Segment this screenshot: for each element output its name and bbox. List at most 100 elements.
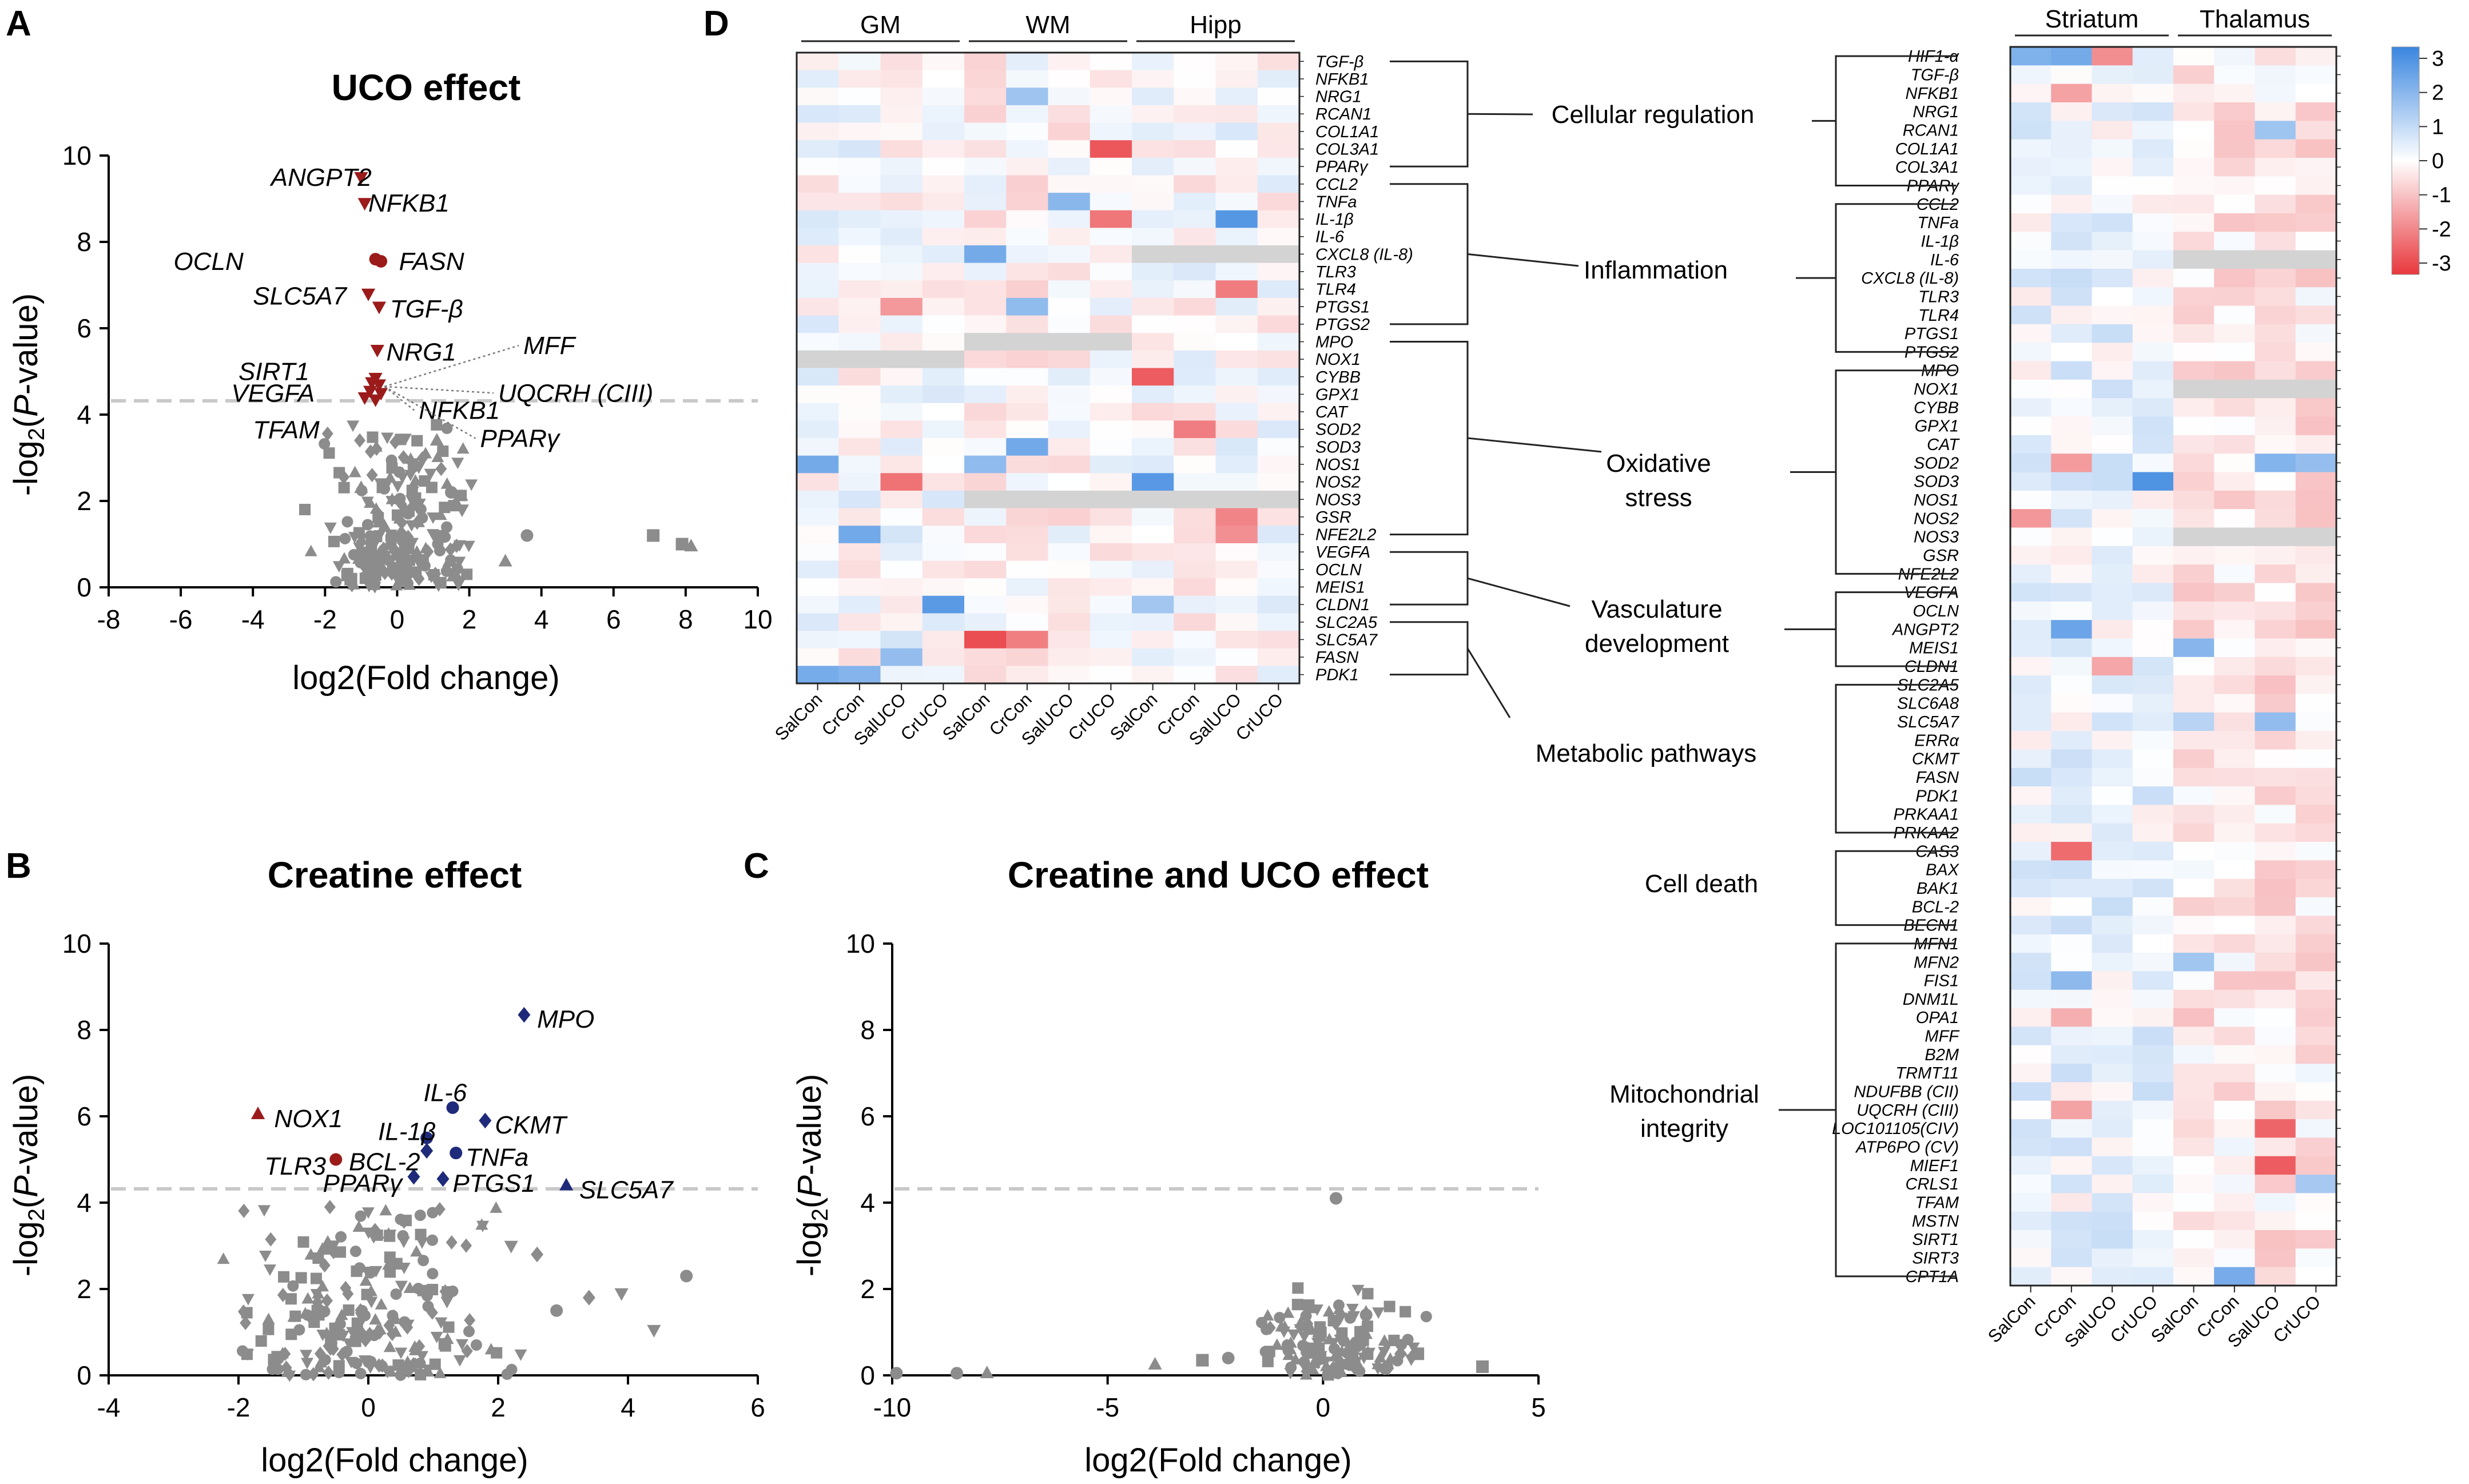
nonsignificant-point [361, 519, 373, 531]
nonsignificant-point [461, 1344, 473, 1359]
heatmap-cell [2214, 250, 2255, 269]
heatmap-cell [2092, 546, 2133, 565]
heatmap-cell [2173, 1193, 2214, 1212]
nonsignificant-point [368, 582, 381, 594]
nonsignificant-point [361, 1288, 373, 1300]
nonsignificant-point [455, 504, 470, 518]
heatmap-cell [1132, 490, 1174, 509]
heatmap-cell [2255, 546, 2296, 565]
category-connector [1466, 647, 1511, 718]
heatmap-cell [1215, 315, 1258, 333]
gene-row-label: TGF-β [1315, 53, 1363, 71]
heatmap-cell [2214, 139, 2255, 158]
heatmap-cell [1174, 368, 1216, 386]
gene-row-label: NFKB1 [1315, 70, 1369, 89]
heatmap-cell [797, 262, 839, 281]
heatmap-cell [2132, 823, 2174, 842]
heatmap-cell [2255, 934, 2296, 953]
nonsignificant-point [419, 475, 431, 487]
heatmap-cell [1132, 105, 1174, 124]
heatmap-cell [1215, 420, 1258, 439]
heatmap-cell [1132, 631, 1174, 649]
heatmap-cell [1215, 175, 1258, 193]
heatmap-cell [2092, 712, 2133, 731]
heatmap-cell [964, 175, 1007, 193]
heatmap-cell [2295, 287, 2337, 307]
gene-label: TFAM [253, 416, 320, 444]
nonsignificant-point [415, 1237, 428, 1249]
nonsignificant-point [268, 1354, 280, 1366]
nonsignificant-point [330, 576, 342, 588]
heatmap-cell [1174, 595, 1216, 614]
heatmap-cell [2214, 564, 2255, 584]
heatmap-cell [2214, 620, 2255, 639]
heatmap-cell [1090, 122, 1132, 141]
nonsignificant-point [263, 1264, 276, 1276]
nonsignificant-point [342, 1287, 354, 1302]
heatmap-cell [2295, 139, 2337, 158]
heatmap-cell [2173, 1137, 2214, 1157]
heatmap-cell [2132, 1193, 2174, 1212]
heatmap-cell [838, 193, 881, 211]
heatmap-cell [838, 526, 881, 544]
gene-label: FASN [399, 248, 464, 276]
heatmap-cell [2173, 1064, 2214, 1083]
heatmap-cell [1257, 560, 1300, 579]
heatmap-cell [2173, 878, 2214, 898]
heatmap-cell [2132, 379, 2174, 399]
heatmap-cell [2214, 213, 2255, 232]
nonsignificant-point [348, 466, 361, 478]
nonsignificant-point [333, 467, 345, 479]
heatmap-cell [2295, 1248, 2337, 1268]
gene-row-label: TNFa [1918, 214, 1959, 232]
heatmap-cell [1215, 368, 1258, 386]
heatmap-cell [2255, 83, 2296, 103]
heatmap-cell [797, 368, 839, 386]
heatmap-cell [2295, 1175, 2337, 1193]
heatmap-cell [880, 193, 923, 211]
heatmap-cell [797, 87, 839, 106]
nonsignificant-point [419, 447, 432, 459]
nonsignificant-point [440, 1296, 454, 1308]
heatmap-cell [2255, 416, 2296, 436]
heatmap-cell [1257, 578, 1300, 596]
gene-row-label: CAT [1315, 403, 1349, 421]
y-tick-label: 0 [77, 1360, 92, 1390]
nonsignificant-point [405, 495, 418, 507]
nonsignificant-point [445, 554, 457, 566]
nonsignificant-point [385, 534, 397, 546]
nonsignificant-point [448, 500, 460, 512]
heatmap-cell [1048, 175, 1091, 193]
gene-row-label: TLR3 [1918, 288, 1959, 306]
heatmap-cell [1132, 210, 1174, 228]
nonsignificant-point [396, 576, 408, 588]
heatmap-cell [1174, 297, 1216, 316]
heatmap-cell [2010, 1045, 2051, 1064]
heatmap-cell [838, 53, 881, 71]
heatmap-cell [838, 385, 881, 404]
heatmap-cell [2092, 916, 2133, 935]
heatmap-cell [964, 648, 1007, 666]
heatmap-cell [1174, 333, 1216, 351]
heatmap-cell [1090, 368, 1132, 386]
heatmap-cell [2295, 1064, 2337, 1083]
heatmap-cell [2173, 1027, 2214, 1046]
heatmap-cell [922, 403, 965, 421]
heatmap-cell [2051, 453, 2092, 473]
gene-row-label: TLR3 [1315, 263, 1356, 281]
nonsignificant-point [378, 519, 391, 531]
category-bracket [1390, 341, 1469, 536]
heatmap-cell [2092, 102, 2133, 121]
x-tick-label: -10 [873, 1393, 911, 1422]
heatmap-cell [2295, 102, 2337, 121]
heatmap-cell [1006, 420, 1048, 439]
heatmap-cell [1048, 438, 1091, 456]
gene-row-label: COL3A1 [1895, 158, 1959, 177]
heatmap-cell [2132, 139, 2174, 158]
heatmap-cell [1006, 245, 1048, 264]
heatmap-cell [1132, 70, 1174, 88]
nonsignificant-point [379, 1204, 392, 1216]
heatmap-cell [2010, 1211, 2051, 1231]
nonsignificant-point [354, 480, 368, 494]
y-tick-label: 8 [77, 1015, 92, 1045]
